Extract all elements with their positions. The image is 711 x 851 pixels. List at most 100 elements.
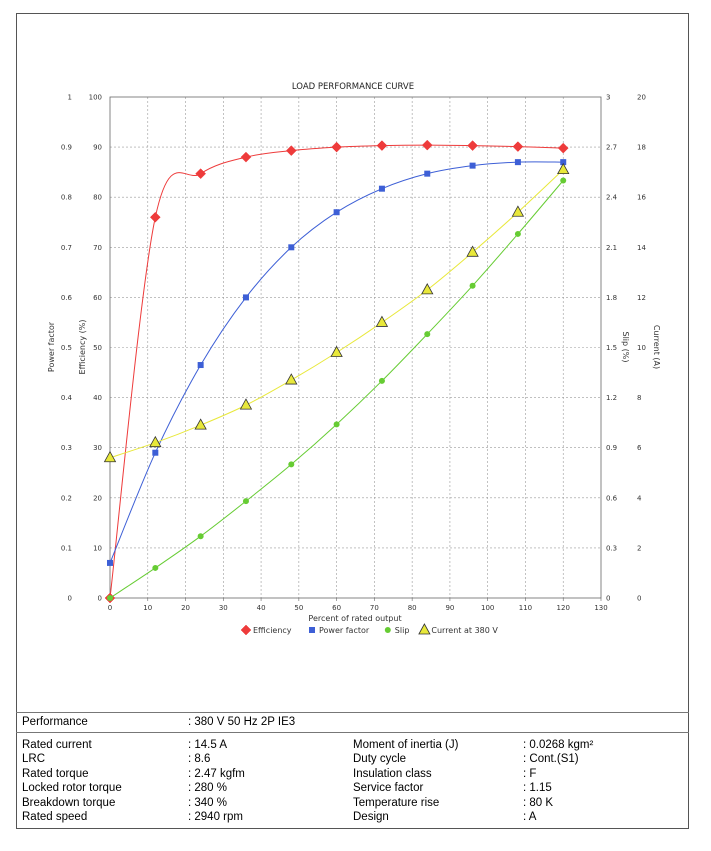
slip-tick-label: 0 <box>606 595 610 603</box>
efficiency-tick-label: 90 <box>93 144 102 152</box>
x-tick-label: 80 <box>408 604 417 612</box>
power-factor-point <box>378 185 385 192</box>
spec-value: : 0.0268 kgm² <box>523 739 594 751</box>
current-tick-label: 18 <box>637 144 646 152</box>
slip-series <box>107 177 567 601</box>
power-factor-axis-label: Power factor <box>47 321 56 372</box>
spec-value: : 340 % <box>188 796 227 809</box>
spec-label: Insulation class <box>353 767 432 780</box>
efficiency-point <box>421 139 433 151</box>
current-axis-label: Current (A) <box>652 325 661 369</box>
efficiency-tick-label: 60 <box>93 294 102 302</box>
power-factor-line <box>109 161 564 564</box>
current-tick-label: 2 <box>637 544 641 552</box>
current-at-380-v-point <box>194 418 207 430</box>
efficiency-tick-label: 80 <box>93 194 102 202</box>
power-factor-series <box>107 159 567 566</box>
slip-tick-label: 2.7 <box>606 144 617 152</box>
slip-point <box>424 331 431 338</box>
current-at-380-v-point <box>557 162 570 175</box>
chart-title: LOAD PERFORMANCE CURVE <box>292 82 414 92</box>
efficiency-legend-label: Efficiency <box>253 626 292 635</box>
spec-label: Service factor <box>353 782 424 795</box>
axis-ticks: 0 10 20 30 40 50 60 70 80 90 100 110 120 13000.10.20.… <box>61 94 647 613</box>
plot-area <box>109 96 602 599</box>
efficiency-tick-label: 20 <box>93 494 102 502</box>
spec-value: : 2.47 kgfm <box>188 767 245 780</box>
power-factor-legend-marker <box>309 627 315 633</box>
spec-label: Locked rotor torque <box>22 782 122 795</box>
load-performance-chart: LOAD PERFORMANCE CURVE 0 10 20 30 40 50 60 70 80… <box>47 82 661 636</box>
current-at-380-v-legend-label: Current at 380 V <box>431 626 498 635</box>
current-at-380-v-point <box>375 315 389 327</box>
slip-point <box>560 177 567 184</box>
motor-specs-table: Performance : 380 V 50 Hz 2P IE3 Rated c… <box>16 712 689 829</box>
spec-value: : Cont.(S1) <box>523 753 579 766</box>
slip-tick-label: 1.2 <box>606 394 617 402</box>
x-tick-label: 40 <box>257 604 266 612</box>
performance-row: Performance : 380 V 50 Hz 2P IE3 <box>16 712 689 733</box>
slip-point <box>514 230 521 237</box>
x-axis-label: Percent of rated output <box>308 614 401 623</box>
efficiency-point <box>512 141 524 152</box>
power-factor-tick-label: 0.2 <box>61 494 72 502</box>
spec-label: Rated speed <box>22 811 88 823</box>
efficiency-legend-marker <box>240 624 252 636</box>
efficiency-tick-label: 100 <box>89 94 102 102</box>
efficiency-tick-label: 70 <box>93 244 102 252</box>
efficiency-point <box>285 145 297 156</box>
slip-tick-label: 1.5 <box>606 344 617 352</box>
current-at-380-v-point <box>466 245 479 257</box>
current-tick-label: 8 <box>637 394 641 402</box>
slip-tick-label: 0.3 <box>606 544 617 552</box>
current-at-380-v-point <box>149 435 162 448</box>
spec-value: : F <box>523 767 537 780</box>
power-factor-tick-label: 0.5 <box>61 344 72 352</box>
power-factor-point <box>197 362 204 369</box>
slip-point <box>288 461 295 468</box>
spec-label: Temperature rise <box>353 796 440 809</box>
power-factor-tick-label: 0.4 <box>61 394 73 402</box>
spec-label: Moment of inertia (J) <box>353 739 459 751</box>
chart-legend: Efficiency Power factor Slip Current at 380… <box>240 623 498 636</box>
current-tick-label: 0 <box>637 595 641 603</box>
current-at-380-v-point <box>285 373 298 385</box>
efficiency-point <box>331 141 342 153</box>
current-at-380-v-point <box>103 450 117 463</box>
current-at-380-v-point <box>511 205 525 217</box>
x-tick-label: 120 <box>557 604 570 612</box>
slip-tick-label: 0.9 <box>606 444 617 452</box>
slip-tick-label: 3 <box>606 94 610 102</box>
slip-axis-label: Slip (%) <box>621 332 630 363</box>
efficiency-point <box>149 211 161 223</box>
x-tick-label: 70 <box>370 604 379 612</box>
current-at-380-v-legend-marker <box>418 623 431 635</box>
slip-point <box>469 282 476 289</box>
efficiency-axis-label: Efficiency (%) <box>78 320 87 375</box>
efficiency-series <box>104 139 569 604</box>
power-factor-tick-label: 0 <box>68 595 72 603</box>
power-factor-point <box>333 209 340 216</box>
power-factor-tick-label: 0.7 <box>61 244 72 252</box>
power-factor-point <box>469 162 476 169</box>
slip-point <box>107 595 113 601</box>
spec-value: : 280 % <box>188 782 227 795</box>
efficiency-point <box>240 151 252 163</box>
performance-value: : 380 V 50 Hz 2P IE3 <box>188 716 296 728</box>
x-tick-label: 130 <box>594 604 607 612</box>
efficiency-point <box>195 168 206 180</box>
spec-label: LRC <box>22 753 46 766</box>
power-factor-tick-label: 0.1 <box>61 544 72 552</box>
power-factor-legend-label: Power factor <box>319 626 370 635</box>
efficiency-point <box>557 142 569 154</box>
slip-tick-label: 2.1 <box>606 244 617 252</box>
power-factor-point <box>242 294 249 301</box>
current-tick-label: 4 <box>637 494 642 502</box>
power-factor-point <box>152 449 159 456</box>
spec-label: Design <box>353 811 389 823</box>
x-tick-label: 0 <box>108 604 112 612</box>
slip-point <box>378 377 385 384</box>
efficiency-tick-label: 50 <box>93 344 102 352</box>
power-factor-tick-label: 0.8 <box>61 194 72 202</box>
power-factor-tick-label: 0.6 <box>61 294 73 302</box>
